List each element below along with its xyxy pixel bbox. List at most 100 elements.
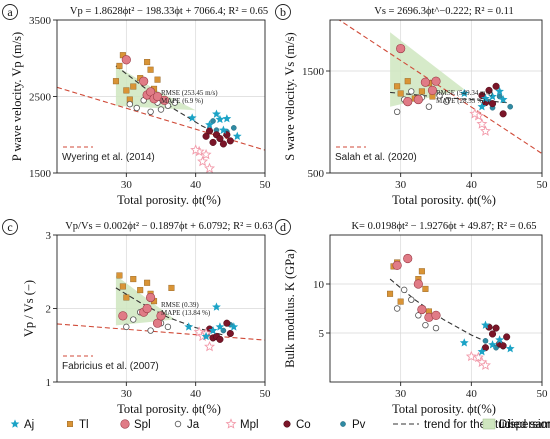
panel-d-point-co-3 — [492, 324, 500, 332]
legend-item-dispersion: Dispersion — [482, 418, 550, 431]
panel-a-point-tl-7 — [144, 59, 151, 66]
panel-c-point-ja-1 — [130, 316, 137, 323]
panel-d-point-aj-3 — [488, 340, 497, 349]
legend-marker-pv — [340, 421, 346, 427]
panel-b-letter-badge — [275, 4, 291, 20]
panel-a-reference-line — [57, 86, 265, 151]
legend-marker-mpl — [225, 418, 237, 429]
panel-c-xtick-label-1: 40 — [190, 388, 202, 400]
panel-c-point-spl-4 — [152, 318, 163, 328]
panel-b-point-co-3 — [488, 100, 497, 108]
panel-c-point-aj-3 — [212, 302, 221, 311]
legend-marker-co — [283, 420, 291, 428]
panel-a-plot-area — [57, 20, 265, 173]
panel-c-xlabel: Total porosity. ϕt(%) — [117, 402, 221, 416]
panel-a-ylabel: P wave velocity. Vp (m/s) — [10, 32, 24, 161]
legend-marker-ja — [174, 420, 182, 428]
panel-b-point-tl-2 — [404, 78, 411, 85]
panel-c-point-mpl-3 — [204, 340, 216, 352]
panel-a-point-co-0 — [202, 132, 210, 140]
panel-d-point-spl-0 — [392, 260, 402, 270]
panel-b-stat-mape: MAPE (28.55 %) — [436, 97, 486, 105]
panel-a-point-aj-3 — [215, 114, 225, 124]
panel-d-point-ja-4 — [422, 321, 429, 329]
panel-b-axes-frame — [329, 19, 543, 174]
panel-d-plot-area — [330, 235, 542, 382]
panel-d-trend-line — [389, 278, 500, 349]
legend-item-mpl: Mpl — [225, 418, 259, 431]
panel-b-point-aj-3 — [488, 91, 497, 101]
panel-d-formula: K= 0.0198ϕt² − 1.9276ϕt + 49.87; R² = 0.… — [351, 221, 536, 232]
panel-d-point-ja-5 — [432, 324, 440, 332]
panel-a-ref-label: Wyering et al. (2014) — [62, 152, 155, 163]
panel-d-ylabel: Bulk modulus. K (GPa) — [283, 249, 297, 368]
panel-b-point-ja-4 — [425, 103, 433, 110]
panel-b-point-aj-0 — [459, 88, 469, 98]
panel-c-point-co-6 — [226, 329, 234, 338]
panel-d-point-ja-0 — [393, 305, 401, 312]
panel-c-point-aj-4 — [215, 322, 225, 331]
panel-c-point-aj-1 — [201, 331, 211, 341]
panel-c-point-aj-5 — [229, 322, 239, 331]
panel-a-point-aj-2 — [212, 109, 221, 118]
legend-label-pv: Pv — [352, 419, 366, 431]
panel-b-point-aj-4 — [495, 86, 504, 96]
legend-item-spl: Spl — [120, 419, 151, 431]
panel-b-point-tl-4 — [418, 88, 425, 95]
panel-a-point-ja-5 — [157, 106, 165, 113]
panel-a-point-ja-3 — [147, 108, 154, 115]
panel-b-point-aj-2 — [481, 93, 490, 103]
panel-b-point-ja-6 — [443, 98, 450, 105]
panel-b-xtick-label-2: 50 — [537, 179, 549, 191]
panel-c-point-tl-8 — [168, 284, 175, 291]
legend-label-co: Co — [296, 419, 311, 431]
panel-b-ytick-label-1: 1500 — [302, 66, 325, 78]
panel-b-point-ja-5 — [436, 92, 443, 99]
legend-item-pv: Pv — [340, 419, 366, 431]
panel-c-point-ja-3 — [147, 327, 154, 334]
panel-c-point-tl-0 — [116, 272, 123, 279]
panel-d-point-ja-2 — [408, 296, 415, 303]
panel-c-ytick-label-2: 3 — [46, 230, 52, 242]
panel-a-stat-mape: MAPE (6.9 %) — [161, 97, 204, 105]
panel-d-point-tl-5 — [418, 268, 425, 275]
panel-b-point-mpl-3 — [469, 108, 481, 119]
panel-b-xtick-label-0: 30 — [395, 179, 407, 191]
panel-b-ylabel: S wave velocity. Vs (m/s) — [283, 32, 297, 160]
panel-a: 30 40 50 1500 2500 3500 Vp = 1.8628ϕt² − 198.3… — [2, 4, 272, 207]
panel-c-stat-mape: MAPE (13.84 %) — [161, 309, 211, 317]
panel-b-xlabel: Total porosity. ϕt(%) — [392, 193, 496, 207]
panel-d-point-spl-5 — [431, 310, 441, 320]
panel-d-point-spl-3 — [417, 304, 427, 315]
panel-d-point-tl-3 — [397, 298, 404, 305]
panel-a-point-mpl-2 — [200, 148, 212, 160]
panel-a-point-tl-3 — [123, 87, 130, 94]
legend-item-aj: Aj — [10, 419, 34, 431]
panel-d-letter: d — [280, 220, 286, 234]
panel-b-point-pv-2 — [496, 93, 503, 100]
panel-a-xtick-label-2: 50 — [260, 179, 272, 191]
panel-d-point-mpl-3 — [479, 359, 491, 371]
panel-c-ylabel: Vp / Vs (−) — [22, 280, 36, 337]
panel-a-point-co-5 — [219, 140, 227, 148]
panel-b-point-ja-2 — [408, 88, 415, 95]
panel-c-point-ja-0 — [123, 323, 130, 331]
panel-c-point-ja-5 — [164, 323, 172, 331]
panel-a-point-tl-0 — [112, 78, 119, 85]
panel-a-point-aj-4 — [219, 125, 228, 134]
panel-b-point-tl-0 — [394, 83, 401, 90]
panel-c-point-spl-2 — [142, 303, 152, 314]
panel-b-point-spl-4 — [427, 85, 438, 95]
panel-d-point-mpl-1 — [472, 351, 484, 363]
panel-c-point-spl-3 — [146, 292, 156, 303]
panel-b-point-aj-5 — [498, 94, 508, 104]
panel-b-ytick-label-0: 500 — [308, 168, 325, 180]
panel-b-point-spl-1 — [403, 96, 413, 107]
panel-a-point-tl-8 — [147, 66, 154, 73]
panel-a-point-mpl-1 — [197, 155, 209, 167]
panel-a-point-pv-0 — [210, 118, 216, 124]
panel-b-point-spl-2 — [413, 94, 423, 105]
legend-marker-spl — [120, 419, 130, 429]
legend-item-ja: Ja — [174, 419, 200, 431]
legend-item-co: Co — [283, 419, 311, 431]
